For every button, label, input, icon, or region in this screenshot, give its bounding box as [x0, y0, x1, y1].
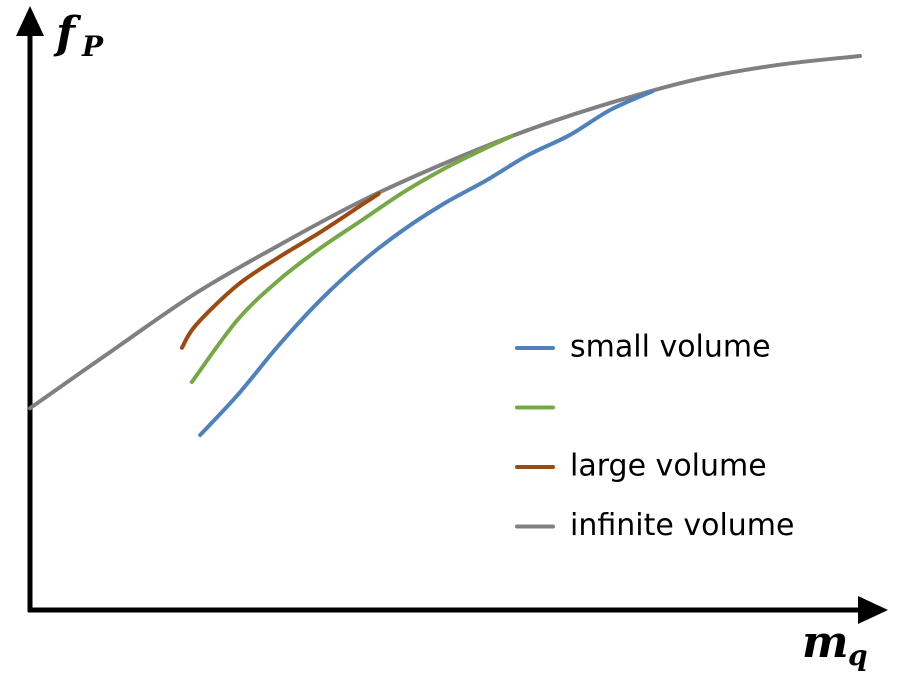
x-axis-arrow: [858, 596, 888, 624]
legend-label: small volume: [570, 330, 771, 365]
series-line: [28, 53, 862, 411]
y-axis-arrow: [16, 6, 44, 36]
series-line: [198, 89, 655, 438]
x-axis-label-sub: q: [848, 639, 868, 672]
series-line: [189, 134, 514, 384]
y-axis-label: f: [53, 8, 82, 59]
series-line: [179, 191, 381, 350]
y-axis-label-sub: P: [81, 30, 104, 63]
legend-label: infinite volume: [570, 508, 795, 543]
legend-label: large volume: [570, 449, 767, 484]
x-axis-label: m: [802, 617, 849, 668]
